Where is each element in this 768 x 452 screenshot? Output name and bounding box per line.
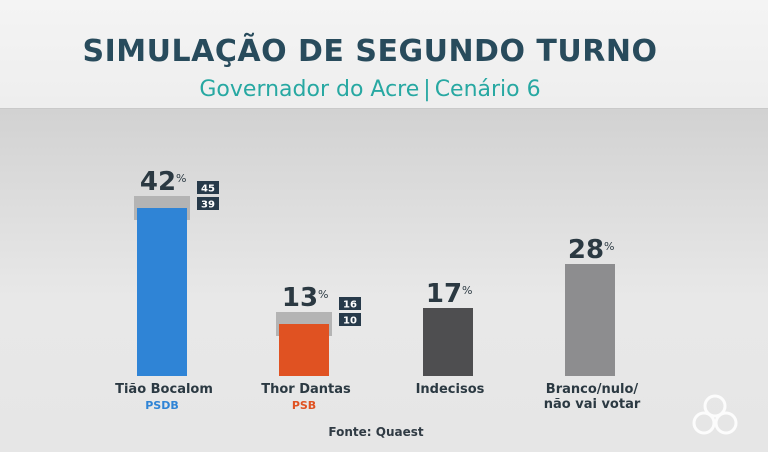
chart-background [0,109,768,452]
header-panel: SIMULAÇÃO DE SEGUNDO TURNO Governador do… [0,0,768,109]
category-label: não vai votar [544,397,641,412]
bar [565,264,615,376]
moe-upper-box [339,297,361,310]
value-label: 17 [426,279,462,309]
category-label: Indecisos [416,382,485,397]
bar [423,308,473,376]
subtitle-office: Governador do Acre [199,77,420,102]
moe-upper-value: 45 [201,184,215,195]
value-label: 42 [140,167,176,197]
percent-sign: % [176,172,186,185]
percent-sign: % [462,284,472,297]
value-label: 28 [568,235,604,265]
moe-lower-box [339,313,361,326]
chart-subtitle: Governador do Acre | Cenário 6 [0,77,740,102]
party-label: PSDB [145,399,179,412]
moe-lower-value: 39 [201,200,215,211]
chart-title: SIMULAÇÃO DE SEGUNDO TURNO [82,34,658,69]
moe-lower-box [197,197,219,210]
category-label: Tião Bocalom [115,382,213,397]
percent-sign: % [318,288,328,301]
bar [137,208,187,376]
subtitle-separator: | [423,77,431,102]
moe-upper-value: 16 [343,300,357,311]
subtitle-scenario: Cenário 6 [434,77,541,102]
moe-upper-box [197,181,219,194]
category-label: Branco/nulo/ [546,382,639,397]
broadcaster-logo-icon [692,394,738,435]
bar [279,324,329,376]
party-label: PSB [292,399,316,412]
category-label: Thor Dantas [261,382,351,397]
value-label: 13 [282,283,318,313]
percent-sign: % [604,240,614,253]
moe-lower-value: 10 [343,316,357,327]
source-note: Fonte: Quaest [328,425,424,439]
